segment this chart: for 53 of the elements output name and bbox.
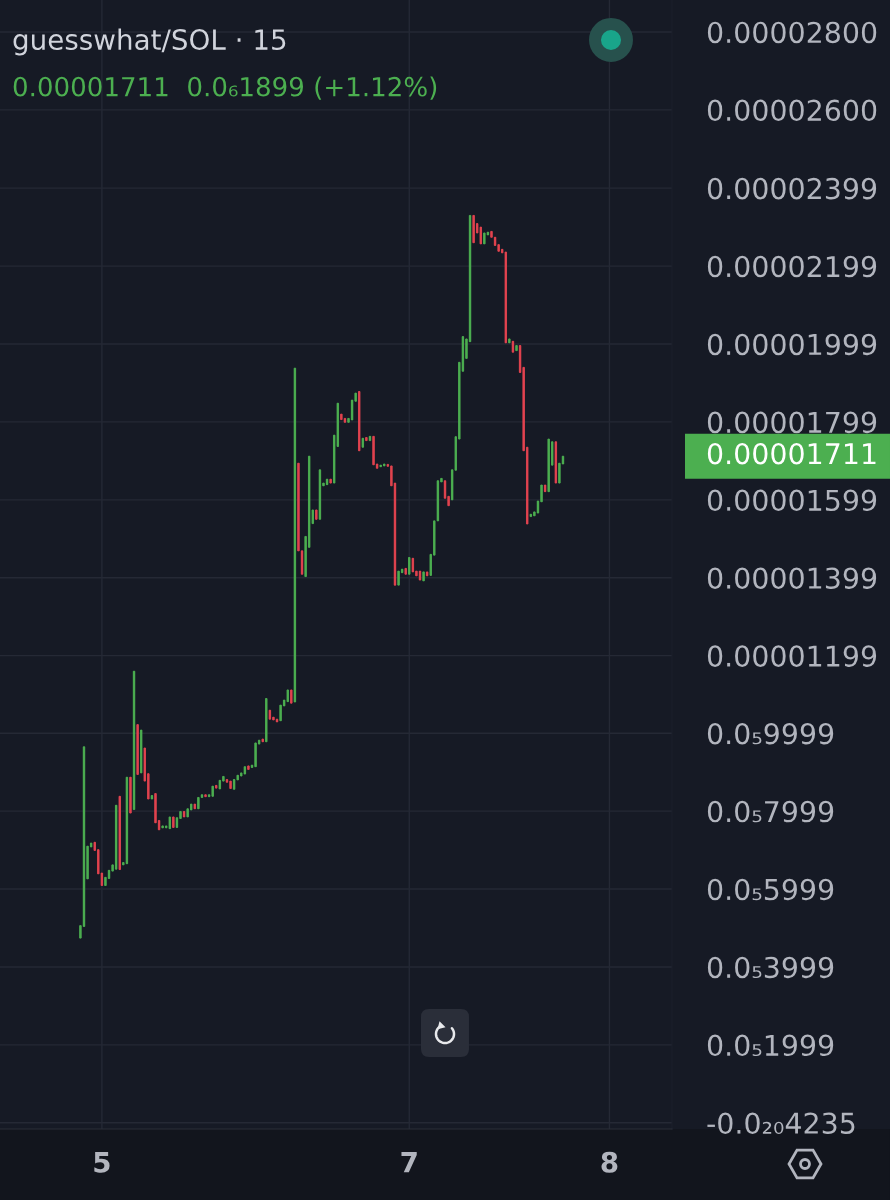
y-tick-label: 0.00001799 — [707, 411, 877, 434]
candlestick — [329, 478, 332, 484]
x-tick-label: 5 — [94, 1152, 110, 1173]
candlestick — [422, 571, 425, 582]
candlestick — [547, 438, 550, 493]
y-tick-label: 0.00001599 — [707, 489, 877, 512]
candlestick — [161, 825, 164, 829]
candlestick — [365, 436, 368, 442]
candlestick — [211, 785, 214, 798]
candlestick — [247, 765, 250, 771]
candlestick — [408, 556, 411, 576]
candlestick — [129, 776, 132, 814]
y-tick-label: 0.00002399 — [707, 177, 877, 200]
x-tick-label: 7 — [401, 1152, 417, 1173]
candlestick — [397, 570, 400, 586]
candlestick — [118, 795, 121, 871]
candlestick — [254, 742, 257, 768]
candlestick — [379, 464, 382, 468]
candlestick — [204, 793, 207, 798]
candlestick — [315, 509, 318, 521]
y-tick-label: 0.0₅9999 — [707, 722, 834, 745]
candlestick — [483, 232, 486, 245]
candlestick — [286, 689, 289, 703]
candlestick — [136, 723, 139, 776]
y-tick-label: 0.00001399 — [707, 567, 877, 589]
y-tick-label: 0.00002600 — [707, 99, 877, 122]
y-tick-label: 0.00001999 — [707, 333, 877, 356]
candlestick — [229, 780, 232, 790]
candlestick — [215, 784, 218, 789]
y-tick-label: 0.0₅5999 — [707, 878, 834, 901]
candlestick — [404, 567, 407, 576]
y-tick-label: 0.00002800 — [707, 21, 877, 44]
y-tick-label: -0.0₂₀4235 — [707, 1112, 855, 1134]
candlestick — [261, 738, 264, 743]
candlestick — [515, 344, 518, 352]
candlestick — [265, 697, 268, 743]
candlestick — [372, 435, 375, 466]
text: guesswhat/SOL · 15 — [13, 28, 286, 56]
candlestick — [197, 796, 200, 810]
candlestick — [340, 413, 343, 421]
candlestick — [472, 214, 475, 244]
candlestick — [290, 689, 293, 704]
candlestick — [172, 816, 175, 829]
text: 0.00001711 — [707, 442, 876, 465]
x-tick-label: 8 — [601, 1151, 618, 1173]
candlestick — [508, 338, 511, 344]
y-tick-label: 0.0₅1999 — [707, 1034, 834, 1057]
y-tick-label: 0.00001199 — [707, 645, 877, 667]
candlestick — [383, 463, 386, 467]
y-tick-label: 0.00002199 — [707, 255, 877, 278]
y-tick-label: 0.0₅7999 — [707, 800, 834, 823]
text: 0.00001711 0.0₆1899 (+1.12%) — [13, 76, 437, 100]
y-tick-label: 0.0₅3999 — [707, 956, 834, 979]
